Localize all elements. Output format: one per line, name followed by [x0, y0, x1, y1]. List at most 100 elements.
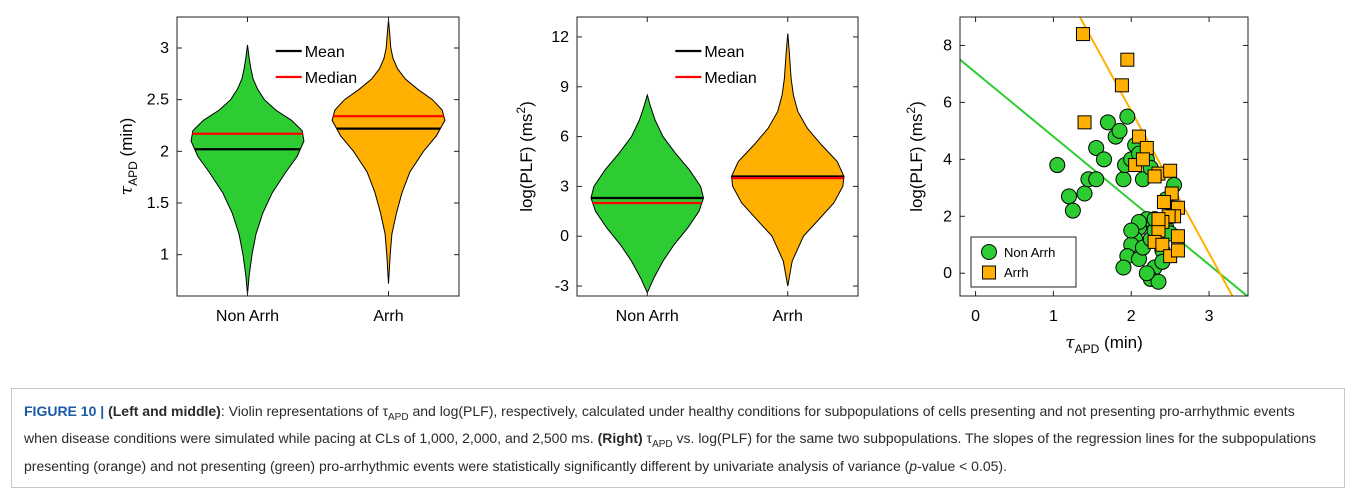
violin-1 — [730, 33, 845, 287]
y-tick-label: 3 — [560, 178, 569, 195]
data-point-arrh — [1114, 78, 1129, 93]
plot-frame — [176, 16, 460, 297]
x-category-label: Arrh — [773, 308, 803, 325]
data-point-non-arrh — [1060, 188, 1077, 205]
x-category-label: Non Arrh — [616, 308, 679, 325]
y-label-main: log(PLF) (ms — [907, 114, 926, 212]
right-scatter-panel: 0 2 4 6 8 0 1 2 3 Non Arrh Arrh τAPD (min) log(PLF) … — [904, 16, 1249, 356]
data-point-arrh — [1156, 195, 1171, 210]
y-tick-label: 0 — [943, 265, 952, 282]
y-label-end: ) — [517, 101, 536, 107]
y-tick-label: 2 — [160, 143, 169, 160]
data-point-non-arrh — [1064, 202, 1081, 219]
caption-sub-2: APD — [652, 439, 673, 451]
data-point-non-arrh — [1123, 222, 1140, 239]
y-tick-label: 2 — [943, 208, 952, 225]
y-tick-label: 4 — [943, 151, 952, 168]
data-point-non-arrh — [1115, 171, 1132, 188]
caption-left-middle-label: (Left and middle) — [108, 403, 221, 419]
y-tick-label: 12 — [551, 29, 569, 46]
data-point-non-arrh — [1150, 273, 1167, 290]
data-point-arrh — [1135, 152, 1150, 167]
data-point-arrh — [1163, 163, 1178, 178]
data-point-arrh — [1075, 27, 1090, 42]
legend-label: Non Arrh — [1004, 245, 1055, 260]
caption-text-1: : Violin representations of τ — [220, 403, 388, 419]
caption-p-italic: p — [909, 457, 918, 474]
data-point-non-arrh — [1088, 171, 1105, 188]
x-category-label: Arrh — [373, 308, 403, 325]
y-axis-label: log(PLF) (ms2) — [514, 101, 536, 212]
legend-marker-arrh — [982, 265, 996, 280]
figure-caption: FIGURE 10 | (Left and middle): Violin re… — [11, 388, 1345, 488]
plot-frame — [576, 16, 859, 297]
x-tick-label: 2 — [1127, 308, 1136, 325]
plot-frame — [959, 16, 1249, 297]
data-point-arrh — [1120, 52, 1135, 67]
data-point-non-arrh — [1088, 139, 1105, 156]
x-category-label: Non Arrh — [216, 308, 279, 325]
x-tick-label: 0 — [971, 308, 980, 325]
data-point-non-arrh — [1119, 108, 1136, 125]
y-label-symbol: τ — [117, 185, 137, 195]
y-label-sup: 2 — [514, 107, 528, 114]
x-tick-label: 3 — [1205, 308, 1214, 325]
caption-text-2: and log(PLF), respectively, calculated u… — [24, 403, 1295, 447]
x-tick-label: 1 — [1049, 308, 1058, 325]
data-point-arrh — [1132, 129, 1147, 144]
legend-label: Mean — [305, 44, 345, 61]
y-label-unit: (min) — [117, 118, 136, 161]
legend-label: Median — [305, 70, 357, 87]
caption-figure-label: FIGURE 10 | — [24, 403, 105, 419]
y-tick-label: 1 — [160, 247, 169, 264]
data-point-non-arrh — [1115, 259, 1132, 276]
scatter-plot-area — [960, 17, 1248, 296]
caption-sub-1: APD — [388, 411, 409, 423]
legend-label: Mean — [704, 44, 744, 61]
y-tick-label: 0 — [560, 228, 569, 245]
y-tick-label: 9 — [560, 79, 569, 96]
data-point-non-arrh — [1096, 151, 1112, 168]
legend-label: Median — [704, 70, 756, 87]
y-tick-label: -3 — [555, 278, 569, 295]
data-point-non-arrh — [1138, 265, 1155, 282]
y-tick-label: 8 — [943, 37, 952, 54]
y-tick-label: 6 — [943, 94, 952, 111]
x-label-symbol: τ — [1065, 333, 1075, 353]
caption-text-4: vs. log(PLF) for the same two subpopulat… — [24, 430, 1316, 474]
middle-violin-panel: -3 0 3 6 9 12 Non Arrh Arrh Mean Median log(PLF) (… — [514, 16, 859, 325]
y-tick-label: 3 — [160, 40, 169, 57]
violin-0 — [190, 44, 305, 294]
x-label-unit: (min) — [1099, 333, 1142, 352]
legend-marker-non-arrh — [981, 244, 997, 260]
data-point-arrh — [1077, 115, 1092, 130]
data-point-arrh — [1151, 212, 1166, 227]
data-point-non-arrh — [1111, 122, 1128, 139]
caption-right-label: (Right) — [597, 430, 643, 447]
y-label-sub: APD — [126, 161, 140, 186]
y-axis-label: log(PLF) (ms2) — [904, 101, 926, 212]
y-tick-label: 1.5 — [147, 195, 169, 212]
regression-line-1 — [1078, 17, 1234, 296]
y-label-end: ) — [907, 101, 926, 107]
caption-text-3: τ — [642, 430, 653, 447]
y-tick-label: 6 — [560, 129, 569, 146]
data-point-non-arrh — [1049, 157, 1066, 174]
data-point-non-arrh — [1076, 185, 1093, 202]
y-axis-label: τAPD (min) — [117, 118, 140, 196]
x-label-sub: APD — [1075, 342, 1100, 356]
data-point-non-arrh — [1099, 114, 1116, 131]
data-point-arrh — [1170, 243, 1185, 258]
x-axis-label: τAPD (min) — [1065, 333, 1143, 356]
y-tick-label: 2.5 — [147, 92, 169, 109]
violin-1 — [331, 20, 446, 284]
data-point-arrh — [1147, 169, 1162, 184]
legend-label: Arrh — [1004, 265, 1029, 280]
data-point-arrh — [1170, 229, 1185, 244]
violin-0 — [590, 93, 705, 294]
caption-text-5: -value < 0.05). — [917, 457, 1007, 474]
data-point-arrh — [1155, 237, 1170, 252]
y-label-sup: 2 — [904, 107, 918, 114]
left-violin-panel: 1 1.5 2 2.5 3 Non Arrh Arrh Mean Median τAPD (min… — [117, 16, 460, 325]
